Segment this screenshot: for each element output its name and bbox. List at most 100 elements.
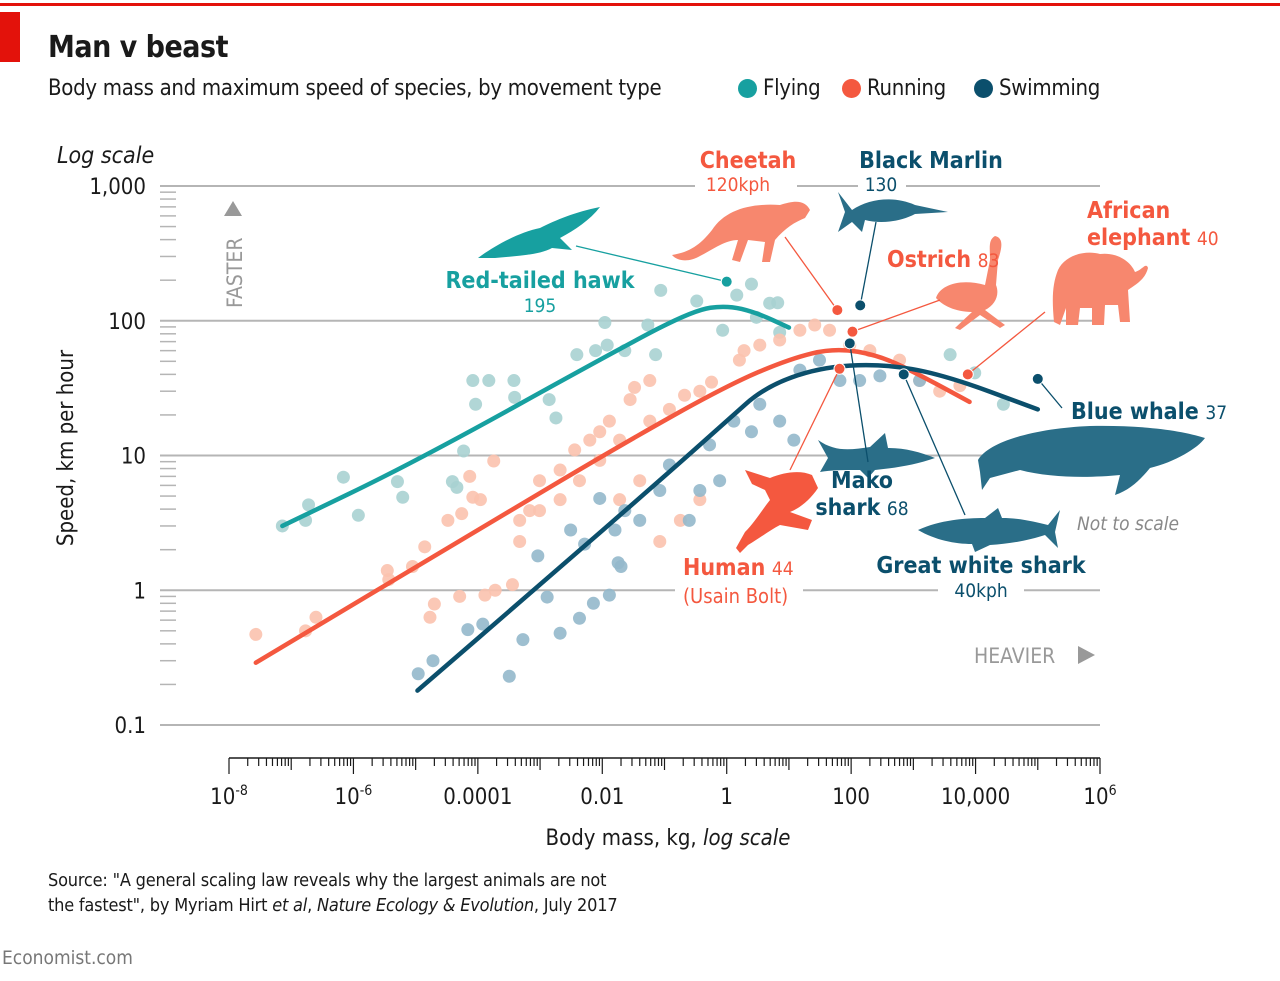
flying-point <box>600 338 614 352</box>
flying-point <box>744 277 758 291</box>
flying-point <box>641 318 655 332</box>
swimming-point <box>753 397 767 411</box>
running-point <box>693 493 707 507</box>
swimming-point <box>516 633 530 647</box>
great-white-value: 40kph <box>954 580 1007 602</box>
running-point <box>453 589 467 603</box>
swimming-point <box>602 588 616 602</box>
x-tick-label: 10,000 <box>941 785 1010 810</box>
hawk-label: Red-tailed hawk <box>445 268 635 294</box>
elephant-silhouette <box>1052 252 1148 325</box>
swimming-point <box>682 513 696 527</box>
swimming-point <box>553 626 567 640</box>
running-point <box>572 474 586 488</box>
x-tick-label: 106 <box>1083 783 1116 810</box>
running-point <box>523 504 537 518</box>
running-point <box>623 393 637 407</box>
legend-dot-swimming <box>974 79 993 98</box>
swimming-point <box>411 667 425 681</box>
flying-fit-line <box>280 304 792 529</box>
flying-point <box>507 374 521 388</box>
y-tick-label: 1,000 <box>89 175 146 200</box>
chart-title: Man v beast <box>48 30 228 65</box>
cheetah-value: 120kph <box>706 174 770 196</box>
swimming-point <box>608 523 622 537</box>
swimming-point <box>572 611 586 625</box>
x-tick-label: 10-6 <box>335 783 373 810</box>
x-tick-label: 10-8 <box>210 783 248 810</box>
y-tick-label: 100 <box>108 310 146 335</box>
swimming-point <box>812 353 826 367</box>
running-point <box>487 454 501 468</box>
mako-leader-line <box>849 343 869 463</box>
cheetah-leader-line <box>784 236 838 311</box>
flying-point <box>943 348 957 362</box>
legend-label: Flying <box>763 76 821 101</box>
marlin-leader-line <box>859 221 877 306</box>
flying-point <box>457 444 471 458</box>
mako-label-line2: shark 68 <box>815 495 908 521</box>
running-point <box>478 588 492 602</box>
running-point <box>513 535 527 549</box>
not-to-scale-label: Not to scale <box>1077 513 1179 535</box>
svg-text:Body mass, kg, log scale: Body mass, kg, log scale <box>546 826 791 851</box>
x-tick-label: 0.0001 <box>443 785 512 810</box>
running-point <box>568 443 582 457</box>
flying-point <box>390 475 404 489</box>
flying-point <box>649 348 663 362</box>
hawk-point <box>720 275 733 288</box>
running-point <box>808 318 822 332</box>
faster-arrow-icon <box>224 201 242 216</box>
footer-credit: Economist.com <box>2 947 133 969</box>
swimming-point <box>873 369 887 383</box>
y-tick-label: 1 <box>133 579 146 604</box>
human-point <box>833 362 846 375</box>
running-point <box>662 402 676 416</box>
y-scale-note: Log scale <box>57 143 154 169</box>
running-point <box>427 597 441 611</box>
running-point <box>533 474 547 488</box>
chart-subtitle: Body mass and maximum speed of species, … <box>48 76 662 101</box>
x-tick-label: 0.01 <box>580 785 624 810</box>
x-axis <box>228 757 1101 774</box>
swimming-point <box>586 596 600 610</box>
annotation-dots <box>720 275 1044 385</box>
swimming-point <box>611 556 625 570</box>
flying-point <box>589 344 603 358</box>
running-point <box>505 578 519 592</box>
flying-point <box>482 374 496 388</box>
great-white-shark-silhouette <box>918 508 1060 552</box>
cheetah-silhouette <box>672 201 810 262</box>
elephant-label-line2: elephant 40 <box>1087 225 1219 251</box>
brand-tag <box>0 12 20 62</box>
y-tick-label: 0.1 <box>115 714 146 739</box>
swimming-point <box>593 491 607 505</box>
running-point <box>653 535 667 549</box>
cheetah-label: Cheetah <box>700 148 797 174</box>
running-point <box>553 493 567 507</box>
swimming-point <box>653 483 667 497</box>
y-minor-ticks <box>160 191 176 686</box>
x-tick-label: 1 <box>720 785 733 810</box>
running-point <box>309 610 323 624</box>
mako-point <box>843 337 856 350</box>
swimming-point <box>713 474 727 488</box>
flying-point <box>570 348 584 362</box>
legend-swimming: Swimming <box>974 76 1100 101</box>
cheetah-point <box>831 304 844 317</box>
swimming-fit-line <box>415 362 1041 693</box>
heavier-label: HEAVIER <box>974 644 1055 668</box>
swimming-point <box>476 617 490 631</box>
flying-point <box>542 393 556 407</box>
running-point <box>441 513 455 527</box>
ostrich-label: Ostrich 83 <box>887 247 999 273</box>
legend-dot-flying <box>738 79 757 98</box>
human-note: (Usain Bolt) <box>683 584 788 608</box>
legend-flying: Flying <box>738 76 821 101</box>
great-white-label: Great white shark <box>876 553 1087 579</box>
flying-point <box>450 480 464 494</box>
running-point <box>455 507 469 521</box>
ostrich-silhouette <box>936 236 1005 330</box>
ostrich-leader-line <box>852 299 941 333</box>
top-rule <box>0 3 1280 6</box>
